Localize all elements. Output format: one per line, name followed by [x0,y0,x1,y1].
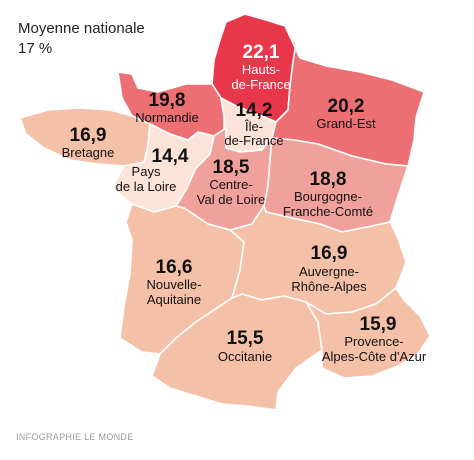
label-centre-val-de-loire-line2: Val de Loire [197,192,265,207]
label-nouvelle-aquitaine-line2: Aquitaine [147,292,201,307]
label-provence-alpes-cote-d-azur-line2: Alpes-Côte d'Azur [322,349,427,364]
label-nouvelle-aquitaine-line1: Nouvelle- [147,277,202,292]
label-hauts-de-france-line2: de-France [231,77,290,92]
value-occitanie: 15,5 [227,328,264,349]
label-ile-de-france-line1: Île- [244,119,263,134]
value-bretagne: 16,9 [70,125,107,146]
label-auvergne-rhone-alpes-line2: Rhône-Alpes [291,279,367,294]
value-pays-de-la-loire: 14,4 [152,146,189,167]
region-provence-alpes-cote-d-azur[interactable] [305,287,431,379]
label-pays-de-la-loire-line1: Pays [132,164,161,179]
label-ile-de-france-line2: de-France [224,133,283,148]
label-bourgogne-franche-comte-line2: Franche-Comté [283,204,373,219]
national-average-value: 17 % [18,40,53,57]
label-bretagne: Bretagne [62,145,115,160]
label-hauts-de-france-line1: Hauts- [242,62,280,77]
value-nouvelle-aquitaine: 16,6 [156,257,193,278]
label-occitanie: Occitanie [218,349,272,364]
label-grand-est: Grand-Est [316,116,376,131]
value-auvergne-rhone-alpes: 16,9 [311,243,348,264]
label-bourgogne-franche-comte-line1: Bourgogne- [294,189,362,204]
value-grand-est: 20,2 [328,96,365,117]
value-bourgogne-franche-comte: 18,8 [310,169,347,190]
label-centre-val-de-loire-line1: Centre- [209,177,252,192]
credit-line: INFOGRAPHIE LE MONDE [16,432,134,442]
region-occitanie[interactable] [151,293,323,411]
label-auvergne-rhone-alpes-line1: Auvergne- [299,264,359,279]
legend-title: Moyenne nationale [18,20,145,37]
value-centre-val-de-loire: 18,5 [213,157,250,178]
label-normandie: Normandie [135,110,199,125]
value-ile-de-france: 14,2 [236,100,273,121]
value-normandie: 19,8 [149,90,186,111]
label-pays-de-la-loire-line2: de la Loire [116,179,177,194]
label-provence-alpes-cote-d-azur-line1: Provence- [344,334,403,349]
value-provence-alpes-cote-d-azur: 15,9 [360,314,397,335]
value-hauts-de-france: 22,1 [243,42,280,63]
